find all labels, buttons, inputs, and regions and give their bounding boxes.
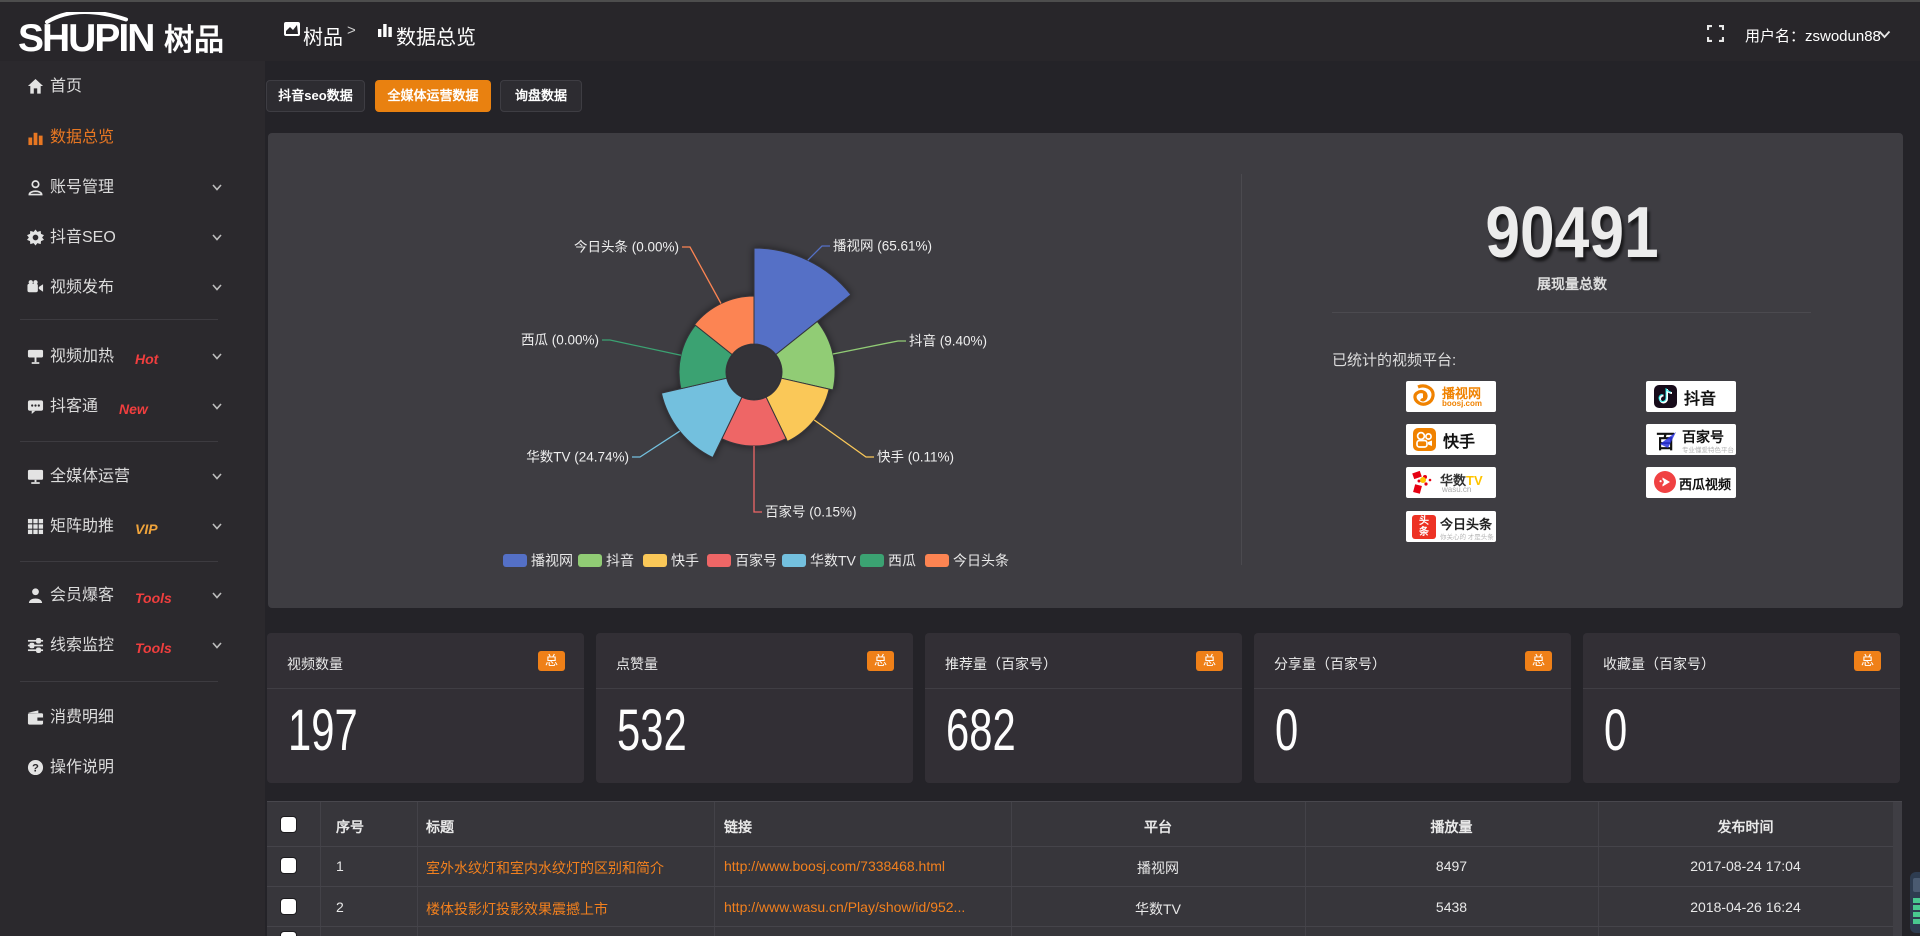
- svg-text:快手: 快手: [671, 553, 699, 569]
- svg-text:华数TV: 华数TV: [810, 553, 857, 569]
- svg-text:?: ?: [32, 762, 39, 774]
- svg-text:百家号: 百家号: [735, 553, 777, 569]
- svg-text:西瓜: 西瓜: [888, 553, 916, 569]
- svg-text:今日头条 (0.00%): 今日头条 (0.00%): [574, 239, 679, 255]
- svg-text:SHUPIN: SHUPIN: [18, 17, 153, 58]
- svg-text:抖音: 抖音: [606, 553, 634, 569]
- svg-text:今日头条: 今日头条: [953, 553, 1009, 569]
- svg-text:百家号 (0.15%): 百家号 (0.15%): [765, 504, 857, 520]
- svg-text:树品: 树品: [164, 24, 224, 57]
- svg-text:播视网 (65.61%): 播视网 (65.61%): [833, 239, 932, 254]
- svg-text:华数TV (24.74%): 华数TV (24.74%): [526, 450, 629, 465]
- svg-text:快手 (0.11%): 快手 (0.11%): [877, 450, 954, 465]
- svg-text:抖音 (9.40%): 抖音 (9.40%): [909, 333, 987, 349]
- svg-text:西瓜 (0.00%): 西瓜 (0.00%): [521, 333, 599, 348]
- svg-text:播视网: 播视网: [531, 553, 573, 569]
